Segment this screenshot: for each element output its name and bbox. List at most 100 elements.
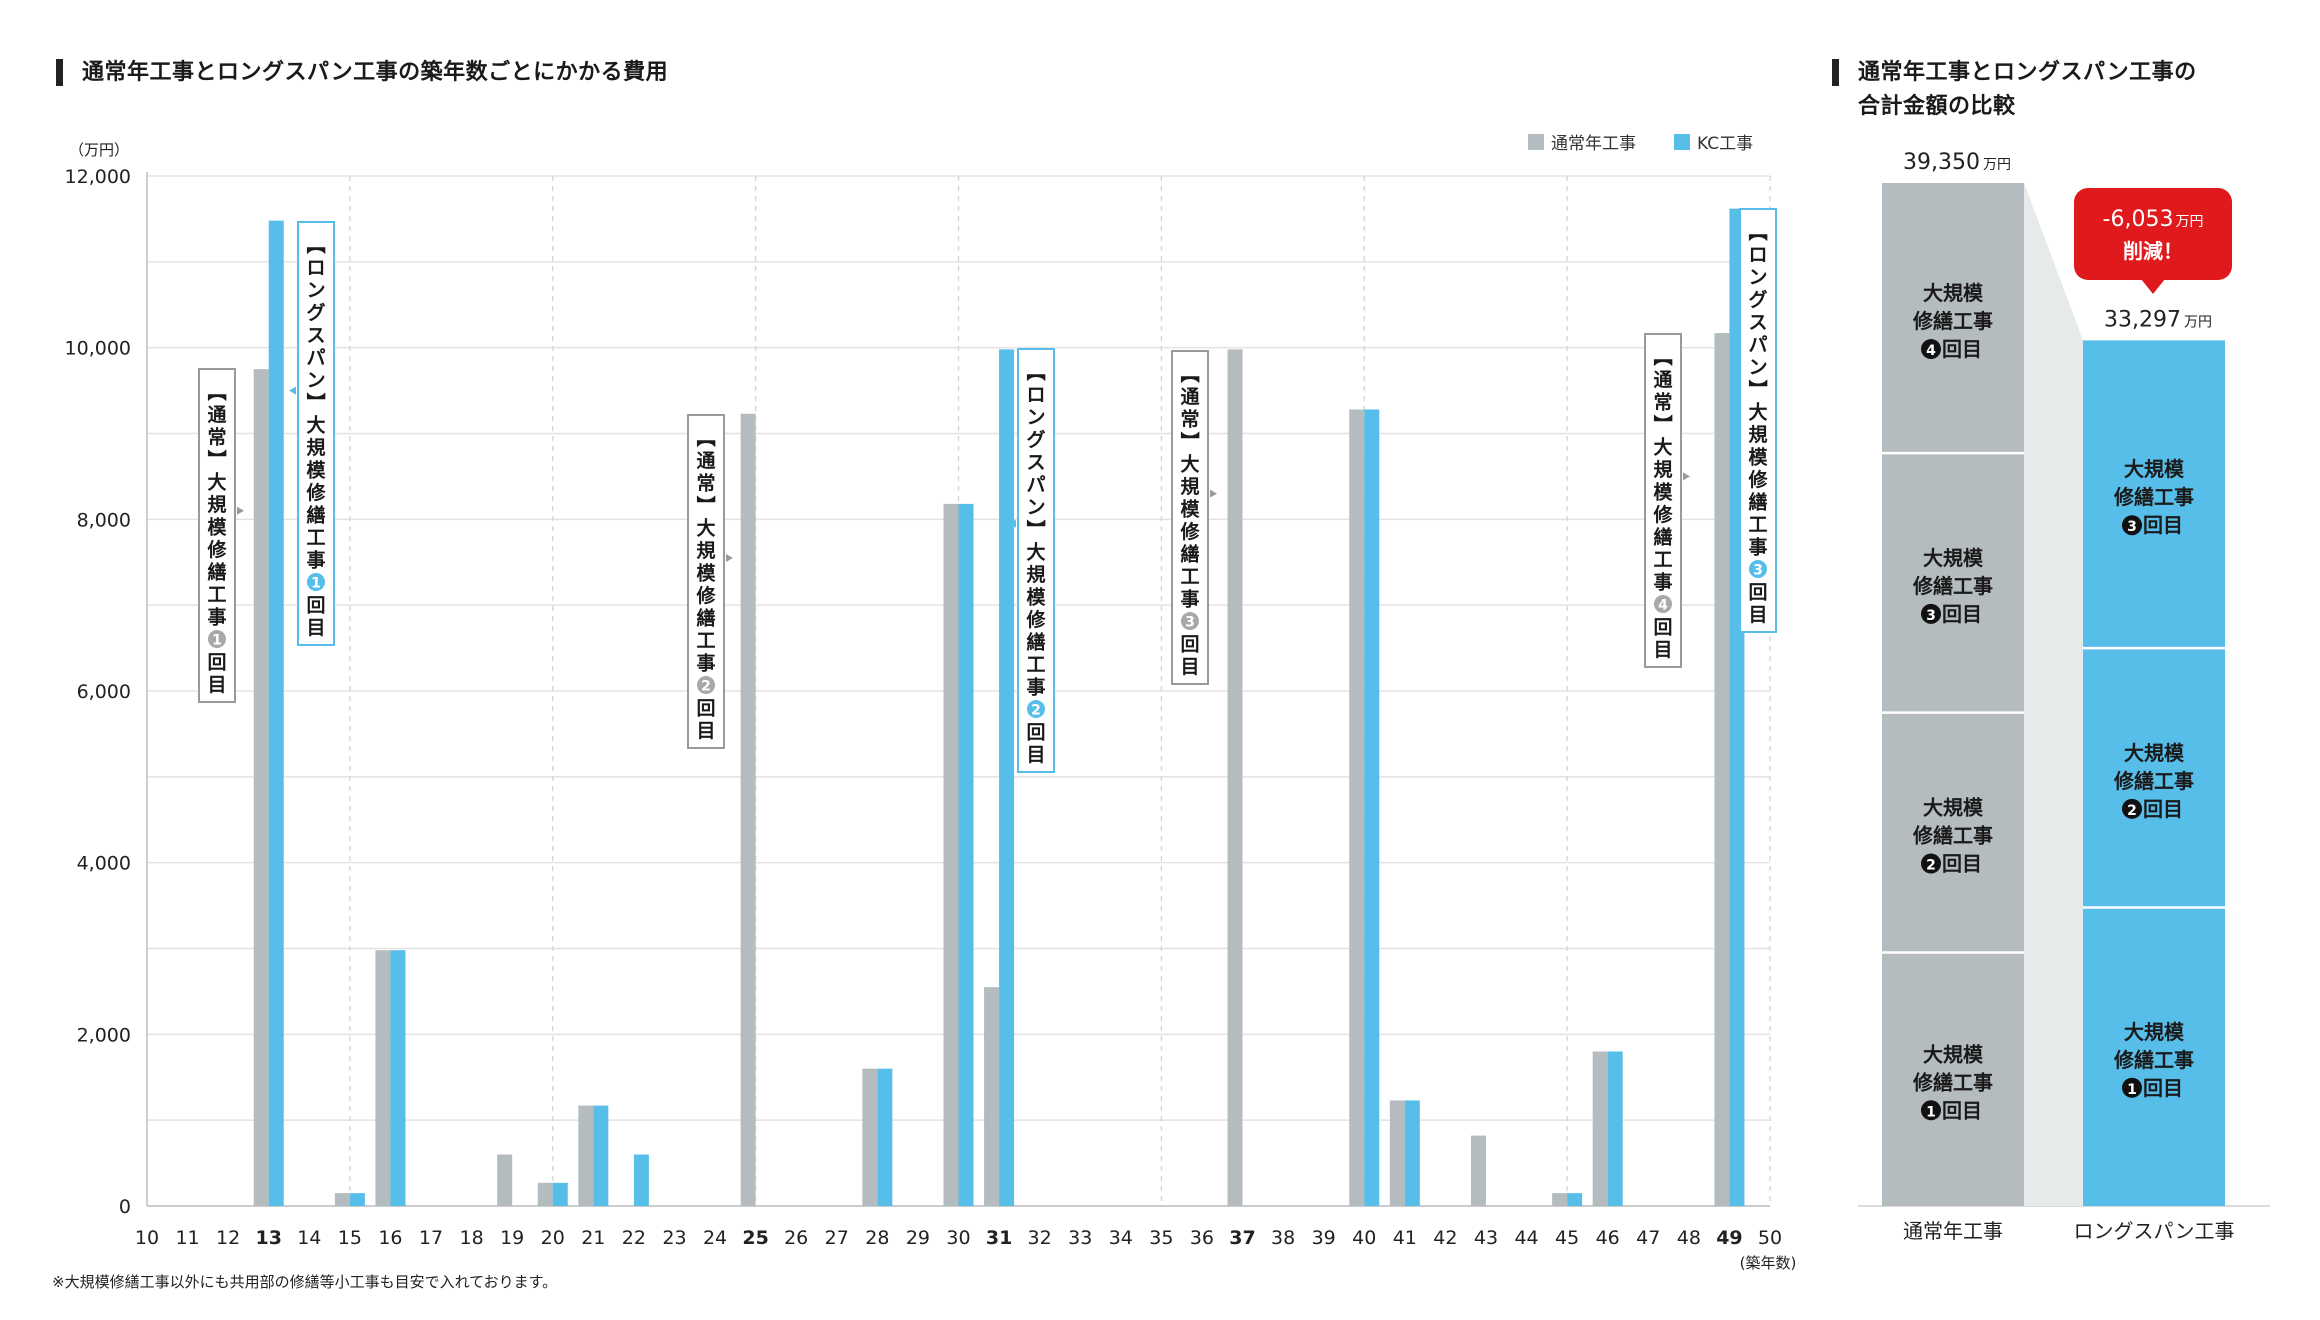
right-chart-title-line2: 合計金額の比較	[1858, 94, 2016, 119]
bar-normal	[1349, 409, 1365, 1206]
segment-label-line3: 回目	[2143, 1076, 2183, 1100]
segment-label-line3: 回目	[2143, 797, 2183, 821]
bar-normal	[1592, 1051, 1608, 1206]
stack-total-label: 39,350 万円	[1903, 150, 2011, 175]
segment-label-line1: 大規模	[2124, 457, 2185, 481]
callout-char: 目	[1026, 744, 1045, 766]
stack-segment	[2083, 340, 2225, 649]
x-tick-label: 50	[1758, 1227, 1782, 1249]
bar-normal	[537, 1182, 553, 1206]
callout-char: 事	[696, 652, 715, 675]
callout-char: 規	[1653, 459, 1672, 481]
callout-number: 2	[701, 679, 711, 695]
bar-kc	[633, 1154, 649, 1206]
callout-char: 繕	[1180, 543, 1199, 566]
segment-label-line2: 修繕工事	[1912, 1070, 1993, 1094]
bar-normal	[862, 1068, 878, 1206]
segment-label-line2: 修繕工事	[2113, 1048, 2194, 1072]
x-tick-label: 34	[1109, 1227, 1133, 1249]
callout-char: 繕	[1026, 631, 1045, 654]
x-axis-unit: (築年数)	[1740, 1254, 1797, 1272]
annotation-callout: 【通常】大規模修繕工事 4 回目	[1644, 333, 1690, 668]
callout-pointer	[1731, 378, 1738, 386]
annotation-callout: 【通常】大規模修繕工事 2 回目	[687, 414, 733, 749]
title-marker	[56, 59, 63, 86]
callout-char: ン	[1026, 497, 1045, 519]
bar-normal	[1470, 1135, 1486, 1206]
callout-char: 】	[1024, 520, 1047, 539]
callout-char: 模	[207, 516, 227, 539]
segment-number: 4	[1926, 343, 1936, 359]
callout-char: パ	[1748, 334, 1767, 356]
badge-unit: 万円	[2175, 214, 2203, 230]
callout-char: 模	[306, 459, 326, 482]
callout-char: 】	[304, 393, 327, 412]
x-tick-label: 18	[460, 1227, 484, 1249]
x-tick-label: 36	[1190, 1227, 1214, 1249]
callout-char: 【	[1746, 222, 1769, 241]
x-tick-label: 22	[622, 1227, 646, 1249]
segment-label-line1: 大規模	[2124, 1020, 2185, 1044]
callout-char: 修	[1025, 608, 1046, 631]
callout-char: ス	[1748, 312, 1767, 334]
callout-char: 事	[207, 606, 226, 629]
bar-normal	[1552, 1193, 1568, 1206]
segment-label-line3: 回目	[2143, 513, 2183, 537]
x-tick-label: 32	[1028, 1227, 1052, 1249]
bar-normal	[1714, 333, 1730, 1206]
legend-label-normal: 通常年工事	[1551, 134, 1636, 154]
segment-label-line2: 修繕工事	[1912, 574, 1993, 598]
x-tick-label: 25	[742, 1227, 768, 1249]
x-tick-label: 41	[1393, 1227, 1417, 1249]
stack-segment	[2083, 907, 2225, 1206]
bar-kc	[877, 1068, 893, 1206]
bar-normal	[1389, 1100, 1405, 1206]
x-tick-label: 33	[1068, 1227, 1092, 1249]
callout-char: 回	[1748, 582, 1767, 604]
callout-char: 工	[1653, 549, 1672, 571]
callout-char: ン	[306, 370, 325, 392]
total-value: 33,297	[2104, 307, 2181, 332]
callout-char: 模	[696, 562, 716, 585]
segment-label-line2: 修繕工事	[2113, 485, 2194, 509]
bar-kc	[593, 1105, 609, 1206]
callout-char: 事	[306, 549, 325, 572]
left-chart-title-text: 通常年工事とロングスパン工事の築年数ごとにかかる費用	[82, 60, 669, 85]
callout-char: 常	[696, 472, 715, 495]
callout-number: 1	[212, 633, 222, 649]
callout-char: 【	[205, 382, 228, 401]
title-marker	[1832, 59, 1839, 86]
x-tick-label: 10	[135, 1227, 159, 1249]
callout-char: 目	[696, 720, 715, 742]
callout-char: 】	[1651, 415, 1674, 434]
x-tick-label: 16	[378, 1227, 402, 1249]
stack-segment	[1882, 183, 2024, 454]
callout-char: 模	[1180, 498, 1200, 521]
callout-char: 常	[1180, 408, 1199, 431]
callout-number: 4	[1658, 598, 1668, 614]
bar-normal	[943, 503, 959, 1207]
callout-pointer	[1210, 489, 1217, 498]
left-chart-title: 通常年工事とロングスパン工事の築年数ごとにかかる費用	[56, 56, 669, 90]
bar-kc	[1404, 1100, 1420, 1206]
callout-pointer	[289, 386, 296, 395]
x-tick-label: 28	[865, 1227, 889, 1249]
callout-char: 繕	[306, 504, 325, 527]
legend: 通常年工事 KC工事	[1528, 134, 1753, 154]
callout-char: 目	[1748, 604, 1767, 626]
callout-pointer	[1683, 472, 1690, 481]
callout-char: 目	[1180, 656, 1199, 678]
x-tick-label: 39	[1312, 1227, 1336, 1249]
callout-char: 修	[695, 584, 716, 607]
segment-label-line1: 大規模	[2124, 741, 2185, 765]
segment-number-circle	[2122, 798, 2142, 819]
y-axis-unit: （万円）	[69, 141, 129, 159]
y-tick-label: 10,000	[65, 338, 131, 360]
callout-char: ン	[1748, 267, 1767, 289]
callout-char: 繕	[207, 561, 226, 584]
callout-char: 工	[1180, 566, 1199, 588]
segment-number: 1	[1926, 1104, 1936, 1120]
y-tick-label: 8,000	[77, 509, 131, 531]
